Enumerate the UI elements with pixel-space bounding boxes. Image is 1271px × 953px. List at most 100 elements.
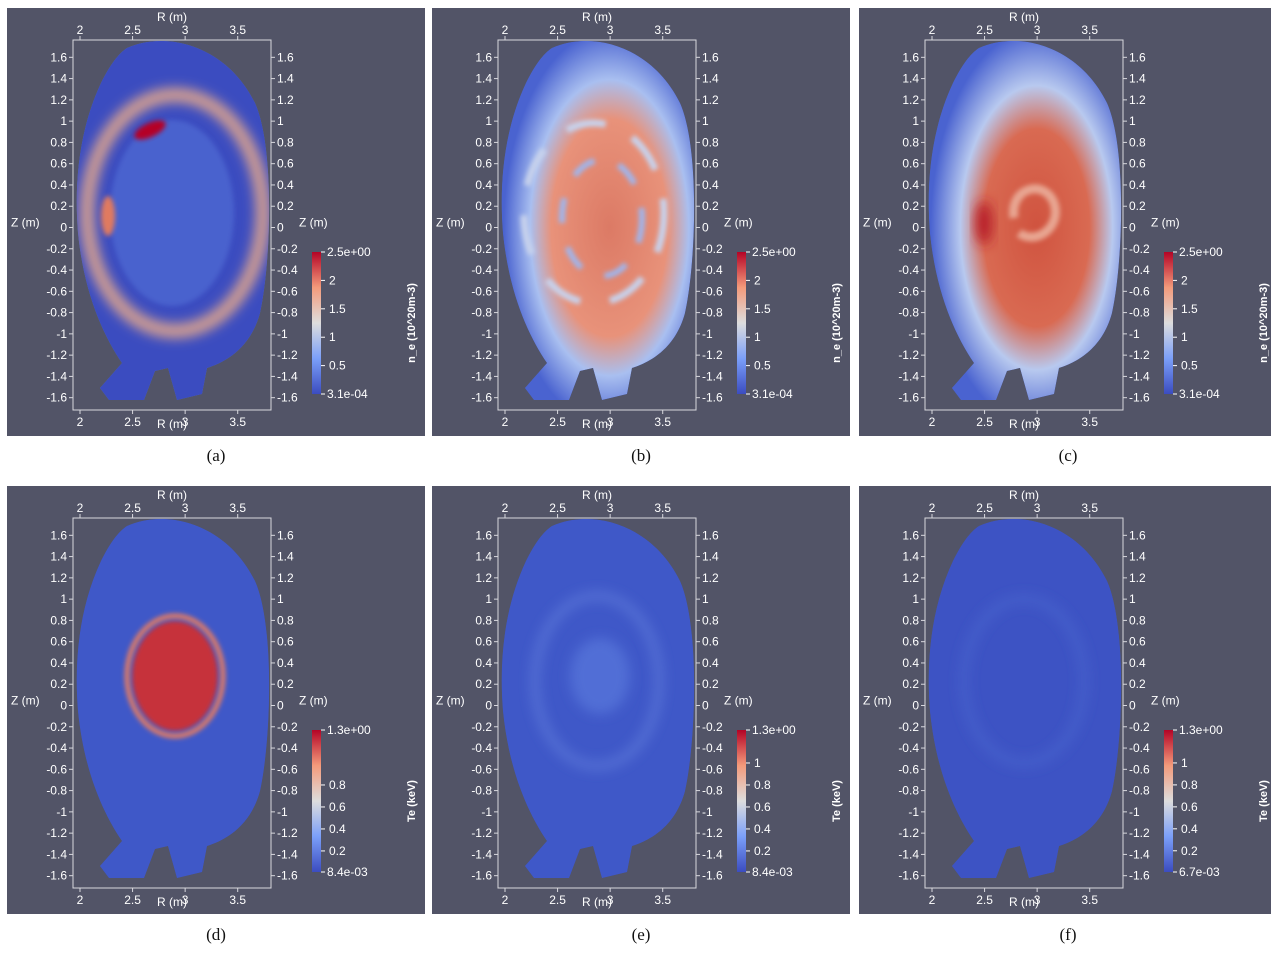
y-tick-label-left: -0.2 <box>471 720 492 734</box>
axes-frame <box>494 36 700 414</box>
y-tick-label-left: 0.6 <box>50 157 67 171</box>
y-tick-label-left: -0.4 <box>898 741 919 755</box>
plasma-cross-section <box>76 518 270 878</box>
y-tick-label-left: 1.4 <box>50 72 67 86</box>
mixing-filament <box>520 119 668 307</box>
colorbar-tick-label: 0.2 <box>329 844 346 858</box>
y-tick-label-left: 0.4 <box>902 656 919 670</box>
colorbar <box>1164 252 1173 394</box>
colorbar-tick-label: 1 <box>1181 756 1188 770</box>
y-tick-label-right: 1.6 <box>702 50 719 64</box>
x-tick-label-bottom: 2.5 <box>549 893 566 907</box>
y-tick-label-right: 0.2 <box>702 199 719 213</box>
residual-ring <box>531 592 663 770</box>
y-tick-label-left: -0.6 <box>471 284 492 298</box>
y-tick-label-left: -0.8 <box>46 784 67 798</box>
x-tick-label-top: 3 <box>1034 23 1041 37</box>
y-tick-label-right: -1.2 <box>1129 348 1150 362</box>
y-tick-label-right: -1.2 <box>277 826 298 840</box>
y-tick-label-left: -1.6 <box>46 391 67 405</box>
plasma-cross-section <box>928 518 1122 878</box>
heatmap-svg: 2 2 2.5 2.5 3 3 3.5 3.5 R (m) R (m) 1.6 1.6 1.4 1.4 1.… <box>11 10 418 431</box>
y-tick-label-right: -1.4 <box>702 369 723 383</box>
x-tick-label-bottom: 2 <box>502 893 509 907</box>
y-tick-label-right: 1.4 <box>1129 72 1146 86</box>
y-tick-label-right: 0.6 <box>1129 635 1146 649</box>
x-tick-label-bottom: 2 <box>502 415 509 429</box>
panel-caption: (e) <box>631 925 651 944</box>
y-tick-label-left: -0.8 <box>898 306 919 320</box>
colorbar-tick-label: 1 <box>329 330 336 344</box>
y-tick-label-left: 1 <box>912 114 919 128</box>
colorbar-title: n_e (10^20m-3) <box>831 283 843 363</box>
y-tick-label-left: -1.2 <box>46 826 67 840</box>
panel-caption: (d) <box>206 925 226 944</box>
x-tick-label-bottom: 3.5 <box>654 415 671 429</box>
y-tick-label-right: 0.8 <box>702 613 719 627</box>
x-tick-label-top: 2.5 <box>976 23 993 37</box>
y-tick-label-left: 1 <box>485 114 492 128</box>
y-tick-label-right: 1.4 <box>277 550 294 564</box>
y-tick-label-left: -1 <box>908 805 919 819</box>
colorbar-tick-label: 0.6 <box>754 800 771 814</box>
panel-caption: (c) <box>1058 446 1078 465</box>
y-tick-label-left: 0.8 <box>50 135 67 149</box>
y-axis-label-left: Z (m) <box>436 216 465 230</box>
x-tick-label-top: 2.5 <box>124 23 141 37</box>
y-tick-label-left: -1 <box>481 327 492 341</box>
x-tick-label-bottom: 3.5 <box>654 893 671 907</box>
density-field <box>501 41 695 400</box>
y-tick-label-right: 1.2 <box>702 571 719 585</box>
y-tick-label-right: 0.2 <box>702 677 719 691</box>
colorbar-tick-label: 0.6 <box>1181 800 1198 814</box>
y-tick-label-right: 0 <box>702 221 709 235</box>
y-tick-label-left: 0 <box>60 699 67 713</box>
y-tick-label-right: -1.2 <box>1129 826 1150 840</box>
plot-panel-c: 2 2 2.5 2.5 3 3 3.5 3.5 R (m) R (m) 1.6 1.6 1.4 1.4 1.… <box>859 8 1271 436</box>
y-tick-label-right: -1.4 <box>1129 847 1150 861</box>
y-axis-label-right: Z (m) <box>299 216 328 230</box>
y-tick-label-left: -1.4 <box>898 847 919 861</box>
y-tick-label-right: -1.4 <box>277 369 298 383</box>
y-tick-label-right: 0.4 <box>702 178 719 192</box>
y-tick-label-right: 1.4 <box>277 72 294 86</box>
y-tick-label-left: 0.2 <box>50 677 67 691</box>
y-tick-label-right: 0.8 <box>702 135 719 149</box>
x-tick-label-top: 2 <box>502 23 509 37</box>
y-tick-label-right: -0.2 <box>1129 242 1150 256</box>
x-tick-label-top: 2 <box>502 501 509 515</box>
y-tick-label-left: 1.6 <box>50 528 67 542</box>
colorbar <box>737 252 746 394</box>
colorbar-max-label: 2.5e+00 <box>752 245 796 259</box>
y-tick-label-right: -0.6 <box>702 762 723 776</box>
y-tick-label-right: -0.8 <box>702 306 723 320</box>
y-tick-label-left: 0.2 <box>475 677 492 691</box>
y-tick-label-left: -1.2 <box>46 348 67 362</box>
swirl-filament <box>1009 184 1060 242</box>
y-tick-label-right: 0 <box>277 221 284 235</box>
x-tick-label-top: 3.5 <box>1081 501 1098 515</box>
y-tick-label-left: 0.8 <box>50 613 67 627</box>
y-tick-label-left: 1.6 <box>902 528 919 542</box>
y-tick-label-left: -0.8 <box>471 784 492 798</box>
y-tick-label-right: -1.6 <box>277 391 298 405</box>
y-tick-label-right: -0.8 <box>1129 306 1150 320</box>
y-tick-label-left: 0.6 <box>475 635 492 649</box>
x-tick-label-bottom: 2 <box>77 415 84 429</box>
colorbar-tick-label: 2 <box>754 273 761 287</box>
y-tick-label-left: 1 <box>60 592 67 606</box>
colorbar-min-label: 6.7e-03 <box>1179 865 1220 879</box>
plot-panel-e: 2 2 2.5 2.5 3 3 3.5 3.5 R (m) R (m) 1.6 1.6 1.4 1.4 1.… <box>432 486 850 914</box>
y-tick-label-right: 0.4 <box>277 178 294 192</box>
panel-caption: (f) <box>1059 925 1077 944</box>
y-tick-label-right: 0 <box>277 699 284 713</box>
y-tick-label-right: -0.4 <box>702 741 723 755</box>
y-tick-label-left: 1 <box>485 592 492 606</box>
y-tick-label-right: 0.2 <box>277 677 294 691</box>
y-tick-label-left: -1 <box>56 805 67 819</box>
x-axis-label-bottom: R (m) <box>157 417 187 431</box>
x-axis-label-bottom: R (m) <box>582 417 612 431</box>
y-tick-label-left: -0.6 <box>898 762 919 776</box>
y-tick-label-left: -1.6 <box>471 391 492 405</box>
colorbar-min-label: 3.1e-04 <box>1179 387 1220 401</box>
